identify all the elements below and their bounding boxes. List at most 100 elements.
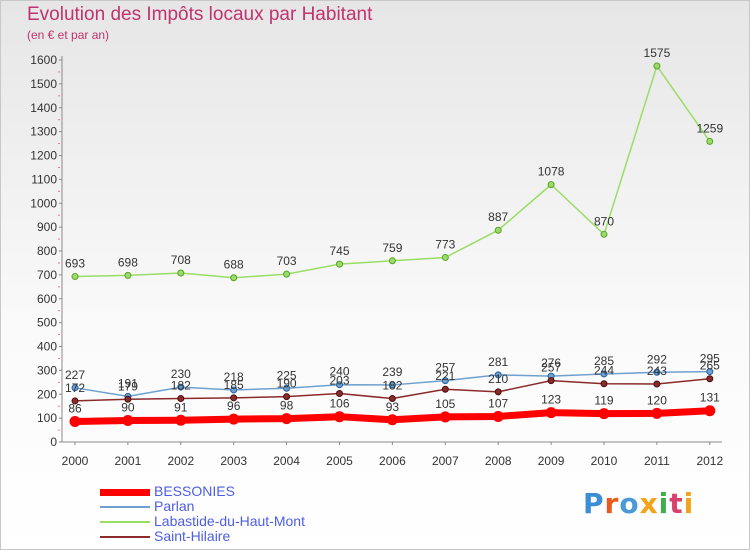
- data-point: [175, 414, 187, 426]
- data-label: 203: [329, 374, 349, 388]
- legend-swatch: [100, 521, 150, 523]
- data-point: [283, 384, 291, 392]
- data-point: [230, 274, 238, 282]
- data-label: 191: [118, 376, 138, 390]
- data-label: 870: [594, 214, 614, 228]
- legend-swatch: [100, 536, 150, 538]
- x-tick-label: 2008: [485, 454, 512, 468]
- data-point: [706, 368, 714, 376]
- data-label: 91: [174, 400, 188, 414]
- data-point: [600, 230, 608, 238]
- data-label: 243: [647, 364, 667, 378]
- data-point: [547, 181, 555, 189]
- data-point: [230, 394, 238, 402]
- data-point: [494, 226, 502, 234]
- x-tick-label: 2002: [167, 454, 194, 468]
- data-point: [230, 386, 238, 394]
- proxiti-logo: Proxiti: [583, 487, 694, 520]
- data-label: 105: [435, 397, 455, 411]
- data-point: [177, 383, 185, 391]
- logo-letter: x: [639, 487, 659, 520]
- x-tick-label: 2000: [62, 454, 89, 468]
- data-label: 276: [541, 356, 561, 370]
- y-tick-label: 900: [37, 220, 57, 234]
- y-tick-label: 400: [37, 340, 57, 354]
- data-point: [439, 411, 451, 423]
- data-point: [388, 257, 396, 265]
- data-label: 295: [700, 352, 720, 366]
- data-label: 131: [700, 391, 720, 405]
- x-tick-label: 2011: [644, 454, 670, 468]
- chart-subtitle: (en € et par an): [27, 28, 110, 42]
- data-label: 887: [488, 210, 508, 224]
- x-tick-label: 2010: [591, 454, 618, 468]
- data-point: [598, 408, 610, 420]
- data-point: [334, 411, 345, 423]
- data-label: 257: [541, 361, 561, 375]
- data-point: [494, 371, 502, 379]
- logo-letter: i: [658, 487, 670, 520]
- y-tick-label: 1300: [30, 125, 57, 139]
- data-point: [492, 410, 504, 422]
- data-point: [283, 393, 291, 401]
- y-tick-label: 1200: [30, 149, 57, 163]
- data-point: [71, 397, 79, 405]
- data-label: 773: [435, 237, 455, 251]
- y-tick-label: 1500: [30, 77, 57, 91]
- data-point: [71, 384, 79, 392]
- data-label: 257: [435, 361, 455, 375]
- legend-swatch: [100, 506, 150, 508]
- y-tick-label: 1100: [31, 172, 57, 186]
- data-point: [441, 385, 449, 393]
- x-tick-label: 2009: [538, 454, 565, 468]
- data-label: 210: [488, 372, 508, 386]
- data-label: 93: [386, 400, 400, 414]
- data-label: 185: [224, 378, 244, 392]
- data-label: 708: [171, 253, 191, 267]
- data-point: [124, 395, 132, 403]
- logo-letter: t: [669, 487, 684, 520]
- data-point: [600, 370, 608, 378]
- data-label: 190: [277, 377, 297, 391]
- legend-label: BESSONIES: [154, 483, 235, 499]
- data-point: [653, 62, 661, 70]
- data-point: [706, 375, 714, 383]
- data-point: [388, 395, 396, 403]
- data-point: [71, 273, 79, 281]
- data-point: [653, 380, 661, 388]
- data-point: [336, 260, 343, 268]
- data-point: [124, 271, 132, 279]
- data-label: 218: [224, 370, 244, 384]
- y-tick-label: 500: [37, 316, 57, 330]
- data-label: 120: [647, 393, 667, 407]
- data-point: [441, 253, 449, 261]
- logo-letter: P: [583, 487, 605, 520]
- data-point: [336, 390, 343, 398]
- y-tick-label: 600: [37, 292, 57, 306]
- data-label: 225: [277, 368, 297, 382]
- data-label: 182: [171, 379, 191, 393]
- data-label: 693: [65, 257, 85, 271]
- data-point: [651, 407, 663, 419]
- data-point: [283, 270, 291, 278]
- x-tick-label: 2001: [115, 454, 142, 468]
- data-label: 1078: [538, 165, 565, 179]
- line-chart: 0 100 200 300 400 500 600 700 800 900 1000 1100 1200…: [30, 46, 723, 468]
- data-label: 90: [121, 401, 135, 415]
- data-label: 688: [224, 258, 244, 272]
- data-label: 227: [65, 368, 85, 382]
- data-label: 239: [382, 365, 402, 379]
- legend-label: Labastide-du-Haut-Mont: [154, 513, 305, 529]
- data-label: 759: [382, 241, 402, 255]
- x-tick-label: 2005: [326, 454, 353, 468]
- data-label: 240: [329, 365, 349, 379]
- data-label: 179: [118, 379, 138, 393]
- data-label: 292: [647, 352, 667, 366]
- data-label: 285: [594, 354, 614, 368]
- data-label: 221: [435, 369, 455, 383]
- data-point: [177, 269, 185, 277]
- legend-label: Parlan: [154, 498, 195, 514]
- x-tick-label: 2007: [432, 454, 459, 468]
- data-label: 123: [541, 393, 561, 407]
- data-label: 244: [594, 364, 614, 378]
